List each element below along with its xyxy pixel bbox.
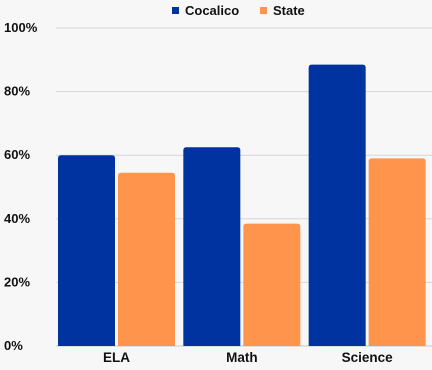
x-tick-label: Science [342, 350, 394, 365]
y-tick-label: 80% [4, 84, 30, 99]
x-tick-label: Math [226, 350, 258, 365]
y-tick-label: 100% [4, 20, 38, 35]
x-axis: ELA Math Science [103, 350, 393, 365]
bar-cocalico-ela [58, 155, 115, 346]
bars [58, 64, 426, 346]
y-tick-label: 20% [4, 274, 30, 289]
x-tick-label: ELA [103, 350, 130, 365]
y-axis: 0% 20% 40% 60% 80% 100% [4, 20, 38, 353]
bar-state-math [243, 223, 301, 346]
legend-swatch [260, 7, 267, 14]
bar-state-ela [118, 172, 175, 346]
legend-swatch [172, 7, 179, 14]
y-tick-label: 40% [4, 211, 30, 226]
bar-cocalico-math [183, 147, 241, 346]
legend: Cocalico State [172, 3, 305, 18]
y-tick-label: 0% [4, 338, 23, 353]
y-tick-label: 60% [4, 147, 30, 162]
legend-label: Cocalico [185, 3, 239, 18]
legend-label: State [273, 3, 305, 18]
bar-state-science [368, 158, 426, 346]
bar-cocalico-science [308, 64, 366, 346]
